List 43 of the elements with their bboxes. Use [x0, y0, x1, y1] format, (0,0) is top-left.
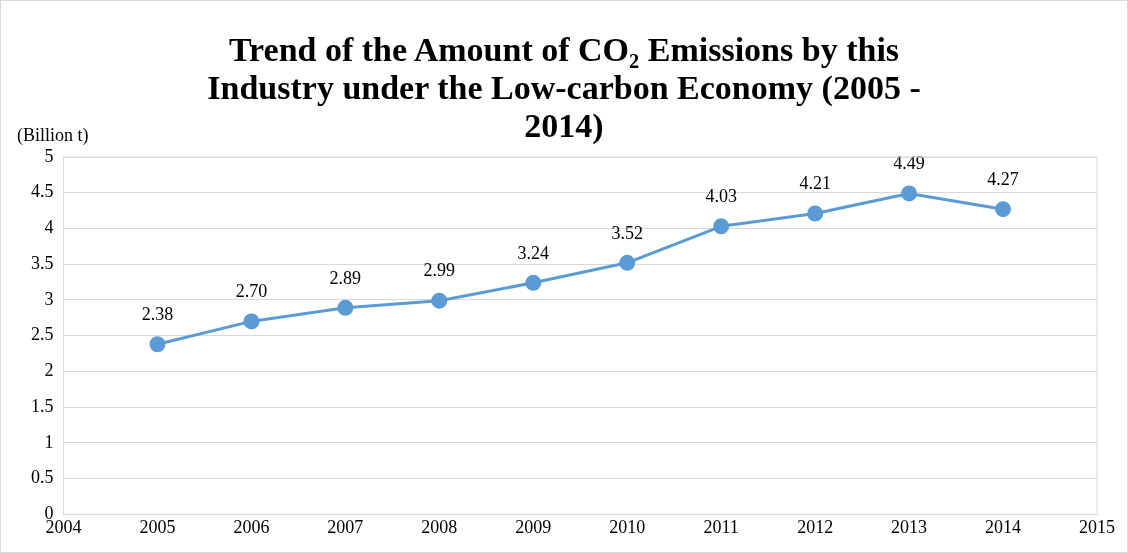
- y-tick-label: 2: [44, 360, 54, 381]
- data-label: 4.49: [893, 153, 925, 174]
- point: [995, 201, 1012, 218]
- y-tick-label: 1: [44, 431, 54, 452]
- x-tick-label: 2013: [891, 516, 928, 537]
- data-label: 3.24: [517, 242, 550, 263]
- data-label: 2.99: [423, 260, 456, 281]
- x-tick-label: 2005: [139, 516, 176, 537]
- point: [713, 218, 730, 235]
- data-label: 4.27: [987, 168, 1019, 189]
- x-tick-label: 2006: [233, 516, 270, 537]
- point: [525, 274, 542, 291]
- data-label: 2.38: [141, 304, 174, 325]
- chart-title: Trend of the Amount of CO₂ Emissions by this Industry under the Low-carbon Economy (2005 - 2014): [206, 31, 922, 145]
- data-label: 3.52: [611, 222, 643, 243]
- point: [431, 292, 448, 309]
- x-tick-label: 2007: [327, 516, 364, 537]
- x-tick-label: 2011: [703, 516, 739, 537]
- point: [149, 336, 166, 353]
- x-tick-label: 2014: [985, 516, 1022, 537]
- y-tick-label: 1.5: [31, 395, 54, 416]
- point: [807, 205, 824, 222]
- data-label: 4.03: [705, 186, 737, 207]
- point: [901, 185, 918, 202]
- point: [337, 299, 354, 316]
- y-tick-label: 2.5: [31, 324, 54, 345]
- data-label: 2.89: [329, 267, 362, 288]
- point: [619, 254, 636, 271]
- data-label: 2.70: [235, 281, 268, 302]
- y-tick-label: 0.5: [31, 467, 54, 488]
- x-tick-label: 2012: [797, 516, 834, 537]
- data-label: 4.21: [799, 173, 831, 194]
- y-tick-label: 3.5: [31, 252, 54, 273]
- x-tick-label: 2008: [421, 516, 458, 537]
- y-tick-label: 5: [44, 145, 54, 166]
- point: [243, 313, 260, 330]
- x-tick-label: 2010: [609, 516, 646, 537]
- x-tick-label: 2015: [1079, 516, 1115, 537]
- y-tick-label: 3: [44, 288, 54, 309]
- y-tick-label: 4: [44, 217, 54, 238]
- y-axis-title: (Billion t): [17, 124, 89, 146]
- x-tick-label: 2009: [515, 516, 552, 537]
- y-tick-label: 4.5: [31, 181, 54, 202]
